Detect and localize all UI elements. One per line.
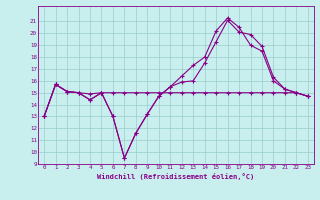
- X-axis label: Windchill (Refroidissement éolien,°C): Windchill (Refroidissement éolien,°C): [97, 173, 255, 180]
